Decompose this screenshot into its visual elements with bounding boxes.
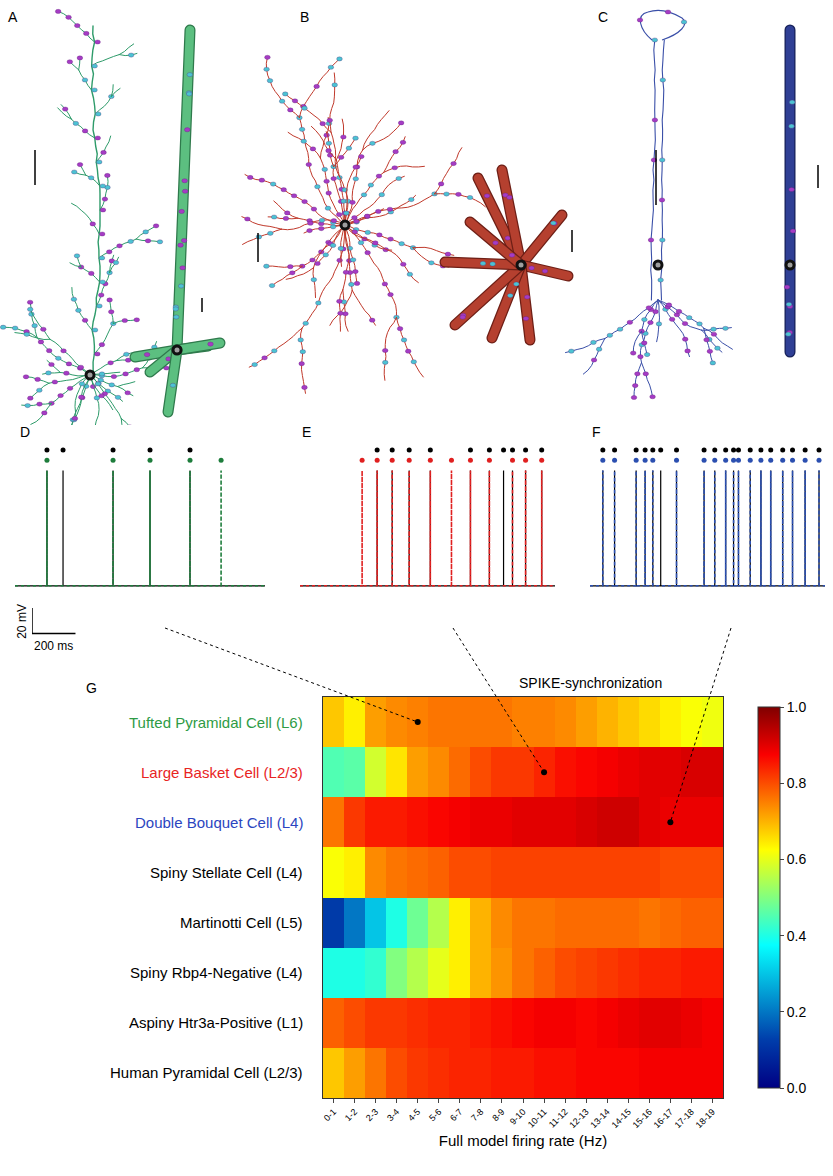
- svg-text:Spiny Rbp4-Negative (L4): Spiny Rbp4-Negative (L4): [130, 964, 303, 981]
- svg-text:Martinotti Cell (L5): Martinotti Cell (L5): [180, 914, 303, 931]
- svg-text:4-5: 4-5: [406, 1107, 422, 1123]
- svg-text:D: D: [20, 424, 30, 440]
- svg-text:1-2: 1-2: [343, 1107, 359, 1123]
- svg-text:5-6: 5-6: [427, 1107, 443, 1123]
- svg-text:11-12: 11-12: [547, 1107, 570, 1130]
- svg-text:10-11: 10-11: [526, 1107, 549, 1130]
- svg-text:0-1: 0-1: [322, 1107, 338, 1123]
- svg-text:200 ms: 200 ms: [34, 639, 73, 653]
- svg-text:0.0: 0.0: [787, 1080, 807, 1096]
- svg-text:0.8: 0.8: [787, 775, 807, 791]
- svg-text:Large Basket Cell (L2/3): Large Basket Cell (L2/3): [141, 764, 303, 781]
- svg-text:E: E: [302, 424, 311, 440]
- svg-text:13-14: 13-14: [588, 1107, 611, 1130]
- svg-text:0.6: 0.6: [787, 851, 807, 867]
- svg-text:1.0: 1.0: [787, 699, 807, 715]
- svg-text:Spiny Stellate Cell (L4): Spiny Stellate Cell (L4): [150, 864, 303, 881]
- svg-text:15-16: 15-16: [631, 1107, 654, 1130]
- svg-text:0.4: 0.4: [787, 928, 807, 944]
- svg-text:14-15: 14-15: [609, 1107, 632, 1130]
- svg-text:16-17: 16-17: [652, 1107, 675, 1130]
- svg-text:6-7: 6-7: [448, 1107, 464, 1123]
- svg-text:F: F: [592, 424, 601, 440]
- svg-text:7-8: 7-8: [469, 1107, 485, 1123]
- svg-text:2-3: 2-3: [364, 1107, 380, 1123]
- svg-text:9-10: 9-10: [508, 1107, 528, 1127]
- svg-text:Human Pyramidal Cell (L2/3): Human Pyramidal Cell (L2/3): [110, 1064, 303, 1081]
- svg-text:3-4: 3-4: [385, 1107, 401, 1123]
- svg-text:Double Bouquet Cell (L4): Double Bouquet Cell (L4): [135, 814, 303, 831]
- svg-text:SPIKE-synchronization: SPIKE-synchronization: [519, 675, 662, 691]
- svg-text:8-9: 8-9: [490, 1107, 506, 1123]
- svg-text:20 mV: 20 mV: [15, 604, 29, 639]
- svg-text:17-18: 17-18: [673, 1107, 696, 1130]
- svg-text:12-13: 12-13: [567, 1107, 590, 1130]
- svg-text:0.2: 0.2: [787, 1004, 807, 1020]
- svg-text:Aspiny Htr3a-Positive (L1): Aspiny Htr3a-Positive (L1): [129, 1014, 303, 1031]
- svg-text:18-19: 18-19: [694, 1107, 717, 1130]
- svg-text:A: A: [8, 9, 18, 25]
- svg-text:Full model firing rate (Hz): Full model firing rate (Hz): [439, 1132, 607, 1149]
- svg-text:C: C: [598, 9, 608, 25]
- svg-text:G: G: [86, 680, 97, 696]
- svg-text:B: B: [300, 9, 309, 25]
- svg-text:Tufted Pyramidal Cell (L6): Tufted Pyramidal Cell (L6): [129, 714, 303, 731]
